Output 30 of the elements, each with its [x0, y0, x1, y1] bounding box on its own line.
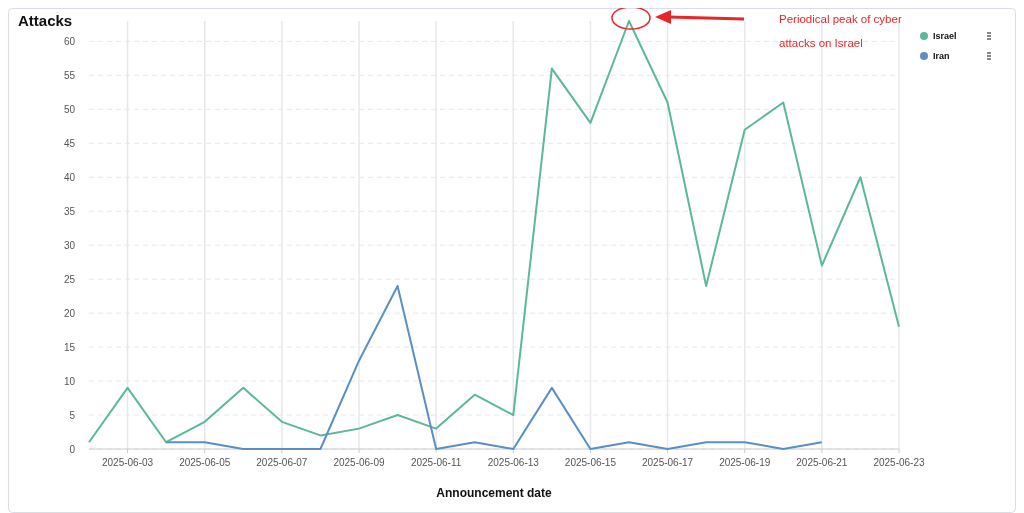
y-tick-label: 55 — [63, 69, 76, 81]
legend-label: Iran — [933, 51, 950, 62]
legend-label: Israel — [933, 31, 957, 42]
y-tick-label: 0 — [69, 443, 76, 455]
x-tick-label: 2025-06-19 — [719, 457, 771, 468]
x-tick-label: 2025-06-15 — [564, 457, 617, 468]
x-tick-label: 2025-06-09 — [333, 457, 386, 468]
y-tick-label: 50 — [63, 103, 76, 115]
y-tick-label: 35 — [63, 205, 76, 217]
y-tick-label: 30 — [63, 239, 76, 251]
x-tick-label: 2025-06-05 — [179, 457, 231, 468]
x-tick-label: 2025-06-17 — [641, 457, 694, 468]
y-tick-label: 20 — [63, 307, 76, 319]
y-tick-label: 15 — [63, 341, 76, 353]
y-tick-label: 5 — [69, 409, 76, 421]
x-tick-label: 2025-06-07 — [256, 457, 308, 468]
x-tick-label: 2025-06-21 — [796, 457, 848, 468]
x-tick-label: 2025-06-23 — [873, 457, 926, 468]
annotation: Periodical peak of cyber attacks on Israel — [779, 13, 902, 49]
y-tick-label: 25 — [63, 273, 76, 285]
y-tick-label: 10 — [63, 375, 76, 387]
x-tick-label: 2025-06-03 — [101, 457, 154, 468]
line-series — [165, 284, 823, 450]
chart-title: Attacks — [18, 12, 73, 29]
x-tick-label: 2025-06-13 — [487, 457, 540, 468]
y-tick-label: 40 — [63, 171, 76, 183]
y-tick-label: 60 — [63, 35, 76, 47]
x-axis-title: Announcement date — [436, 486, 552, 500]
y-tick-label: 45 — [63, 137, 76, 149]
x-tick-label: 2025-06-11 — [410, 457, 462, 468]
